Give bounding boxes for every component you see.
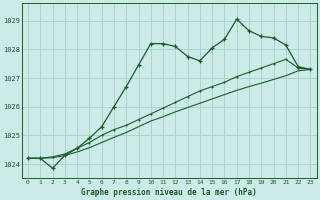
X-axis label: Graphe pression niveau de la mer (hPa): Graphe pression niveau de la mer (hPa) — [81, 188, 257, 197]
